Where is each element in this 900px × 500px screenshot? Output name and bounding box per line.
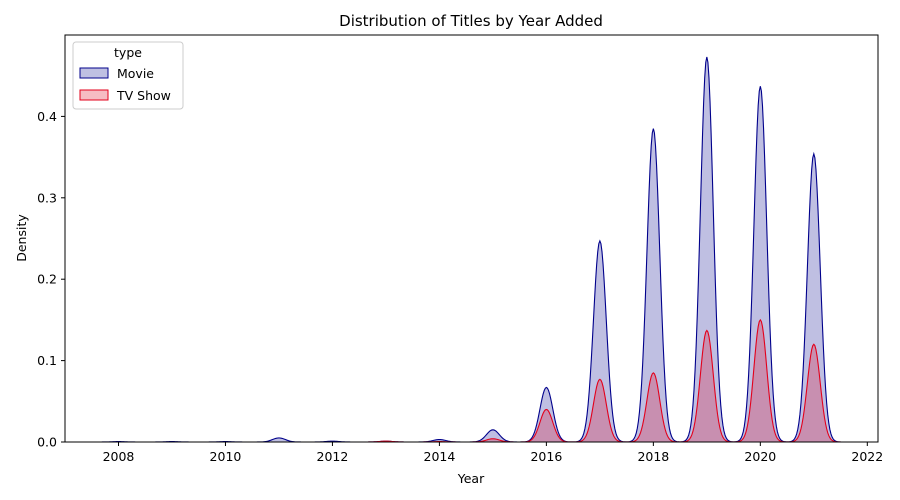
legend-label-movie: Movie xyxy=(117,66,154,81)
x-tick-label: 2012 xyxy=(317,449,349,464)
x-tick-label: 2018 xyxy=(637,449,669,464)
density-area-movie xyxy=(91,56,841,442)
y-tick-label: 0.4 xyxy=(37,109,57,124)
density-area-tv-show xyxy=(91,319,841,442)
legend-swatch-tv-show xyxy=(79,89,109,101)
legend-label-tv-show: TV Show xyxy=(116,88,171,103)
chart-title: Distribution of Titles by Year Added xyxy=(339,12,603,30)
x-axis-title: Year xyxy=(457,471,485,486)
density-line-tv-show xyxy=(91,318,841,443)
density-line-movie xyxy=(91,56,841,443)
legend-swatch-movie xyxy=(79,67,109,79)
y-tick-label: 0.0 xyxy=(37,435,57,450)
legend-title: type xyxy=(114,45,142,60)
x-tick-label: 2010 xyxy=(210,449,242,464)
y-tick-label: 0.3 xyxy=(37,190,57,205)
x-tick-label: 2008 xyxy=(103,449,135,464)
x-tick-label: 2016 xyxy=(530,449,562,464)
legend: type Movie TV Show xyxy=(72,41,184,110)
y-axis-title: Density xyxy=(14,214,29,262)
x-tick-label: 2022 xyxy=(851,449,883,464)
x-tick-label: 2014 xyxy=(424,449,456,464)
plot-frame xyxy=(64,34,879,443)
y-tick-label: 0.1 xyxy=(37,353,57,368)
x-tick-label: 2020 xyxy=(744,449,776,464)
y-tick-label: 0.2 xyxy=(37,272,57,287)
